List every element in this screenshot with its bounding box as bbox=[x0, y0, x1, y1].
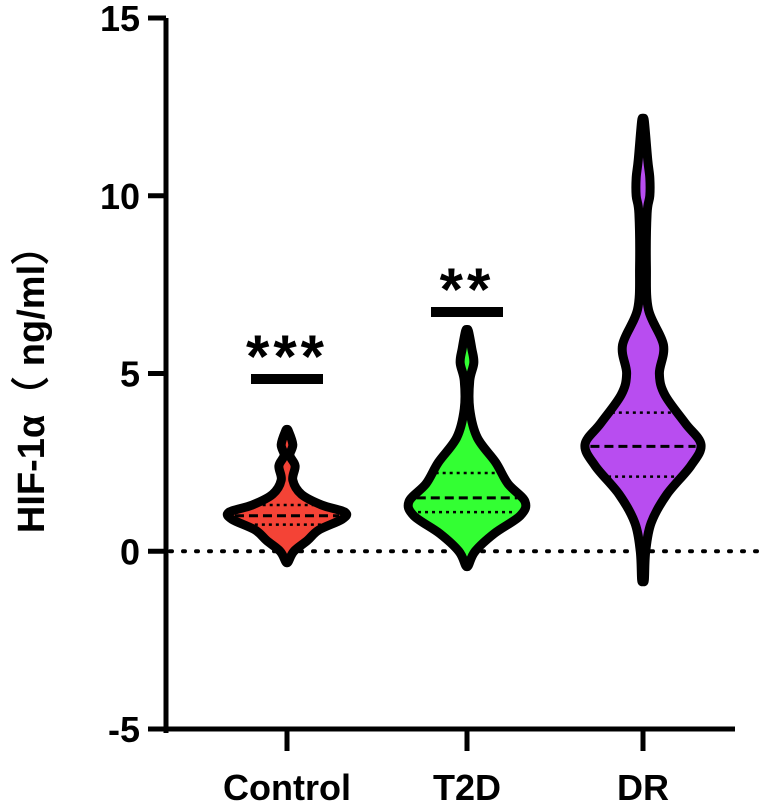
y-axis-title: HIF-1α（ ng/ml） bbox=[11, 227, 53, 533]
x-tick-label-control: Control bbox=[223, 767, 351, 808]
significance-stars: ** bbox=[440, 256, 495, 323]
x-tick-label-dr: DR bbox=[617, 767, 669, 808]
violin-dr bbox=[580, 113, 706, 587]
violin-t2d bbox=[403, 325, 531, 572]
y-tick-label: 10 bbox=[100, 176, 140, 217]
plot-area: -5 0 5 10 15 Control *** T2D ** DR bbox=[100, 0, 767, 808]
x-tick-label-t2d: T2D bbox=[433, 767, 501, 808]
significance-stars: *** bbox=[246, 323, 328, 390]
y-tick-label: 15 bbox=[100, 0, 140, 39]
violin-control bbox=[222, 424, 352, 568]
y-tick-label: 0 bbox=[120, 531, 140, 572]
y-tick-label: 5 bbox=[120, 354, 140, 395]
y-tick-label: -5 bbox=[108, 709, 140, 750]
